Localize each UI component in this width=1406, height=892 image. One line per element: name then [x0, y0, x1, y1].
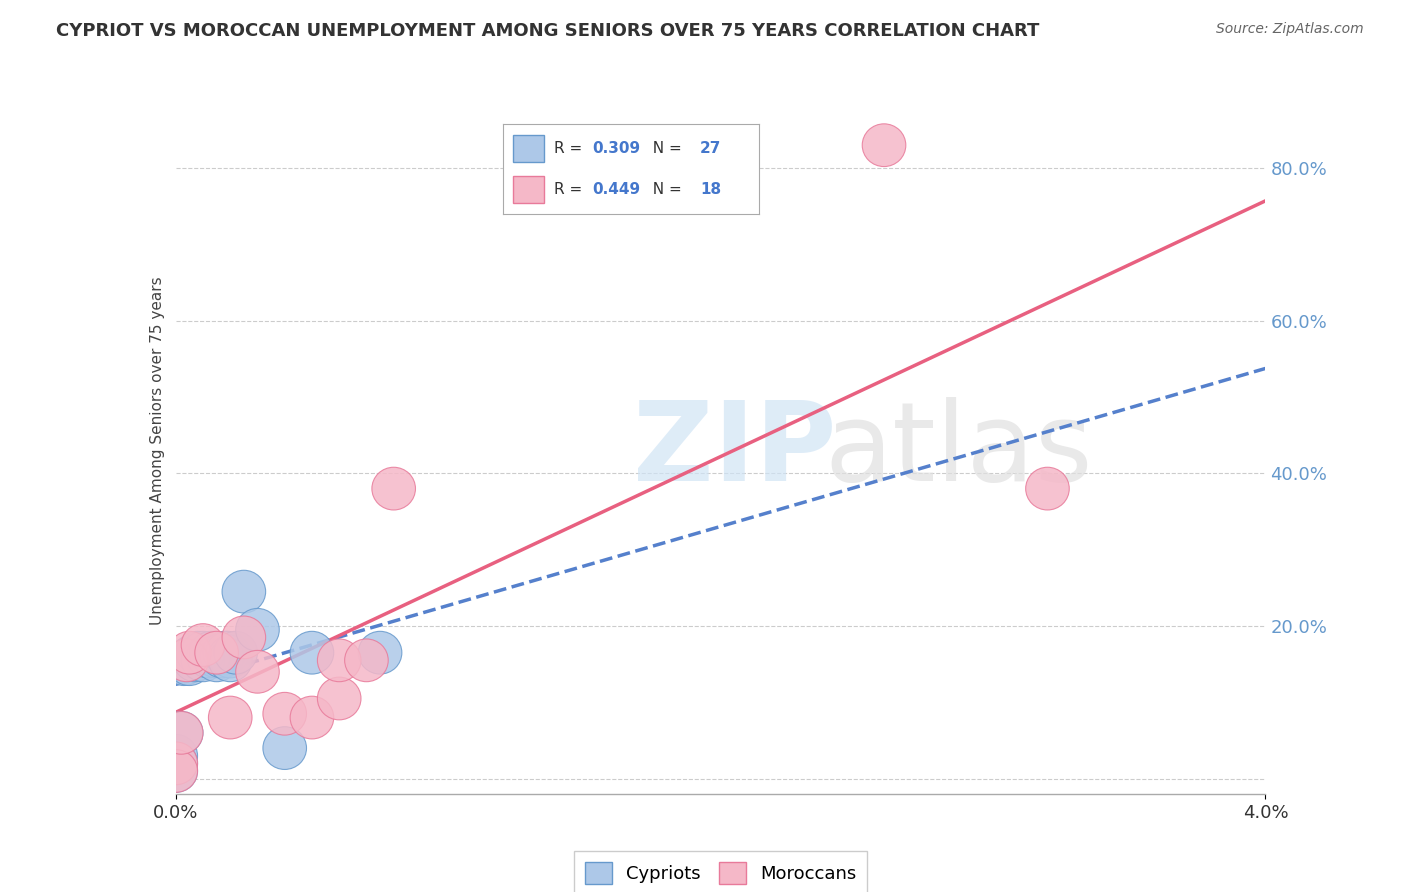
Ellipse shape: [155, 749, 197, 792]
Ellipse shape: [200, 635, 243, 678]
Ellipse shape: [208, 639, 252, 681]
Ellipse shape: [155, 742, 197, 785]
Ellipse shape: [165, 639, 208, 681]
Ellipse shape: [181, 639, 225, 681]
Ellipse shape: [167, 632, 211, 674]
Ellipse shape: [195, 639, 239, 681]
Ellipse shape: [290, 696, 333, 739]
Ellipse shape: [236, 608, 280, 651]
Ellipse shape: [155, 749, 197, 792]
Ellipse shape: [167, 643, 211, 686]
Ellipse shape: [176, 632, 219, 674]
Ellipse shape: [862, 124, 905, 167]
Text: atlas: atlas: [824, 397, 1092, 504]
Ellipse shape: [181, 624, 225, 666]
Legend: Cypriots, Moroccans: Cypriots, Moroccans: [574, 851, 868, 892]
Ellipse shape: [155, 742, 197, 785]
Ellipse shape: [181, 632, 225, 674]
Text: CYPRIOT VS MOROCCAN UNEMPLOYMENT AMONG SENIORS OVER 75 YEARS CORRELATION CHART: CYPRIOT VS MOROCCAN UNEMPLOYMENT AMONG S…: [56, 22, 1039, 40]
Ellipse shape: [159, 712, 202, 755]
Ellipse shape: [195, 635, 239, 678]
Ellipse shape: [236, 650, 280, 693]
Ellipse shape: [173, 639, 217, 681]
Ellipse shape: [290, 632, 333, 674]
Ellipse shape: [159, 712, 202, 755]
Ellipse shape: [263, 692, 307, 735]
Ellipse shape: [202, 632, 246, 674]
Ellipse shape: [222, 570, 266, 613]
Ellipse shape: [359, 632, 402, 674]
Ellipse shape: [208, 635, 252, 678]
Ellipse shape: [170, 635, 214, 678]
Ellipse shape: [318, 677, 361, 720]
Ellipse shape: [162, 643, 205, 686]
Text: ZIP: ZIP: [633, 397, 837, 504]
Y-axis label: Unemployment Among Seniors over 75 years: Unemployment Among Seniors over 75 years: [149, 277, 165, 624]
Ellipse shape: [318, 639, 361, 681]
Ellipse shape: [190, 632, 233, 674]
Ellipse shape: [222, 616, 266, 659]
Ellipse shape: [214, 632, 257, 674]
Ellipse shape: [344, 639, 388, 681]
Ellipse shape: [165, 639, 208, 681]
Text: Source: ZipAtlas.com: Source: ZipAtlas.com: [1216, 22, 1364, 37]
Ellipse shape: [373, 467, 416, 510]
Ellipse shape: [195, 632, 239, 674]
Ellipse shape: [263, 727, 307, 770]
Ellipse shape: [208, 696, 252, 739]
Ellipse shape: [155, 734, 197, 777]
Ellipse shape: [1026, 467, 1070, 510]
Ellipse shape: [205, 632, 249, 674]
Ellipse shape: [187, 635, 231, 678]
